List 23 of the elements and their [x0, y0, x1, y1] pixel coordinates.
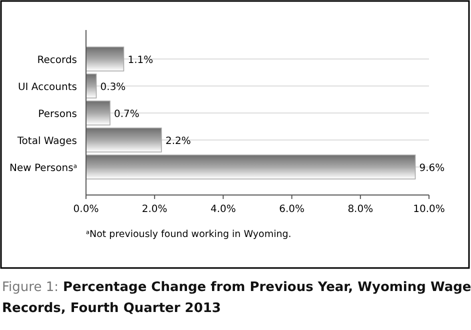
x-tick-label: 6.0% [279, 204, 305, 215]
y-tick-label: New Persons$^{a}$ [10, 162, 78, 174]
text: $^{a}$Not previously found working in Wyoming. [86, 229, 292, 240]
y-tick-label: Persons [38, 109, 77, 120]
y-tick-label: Total Wages [16, 136, 77, 147]
data-label: 1.1% [128, 55, 154, 66]
y-tick-label: UI Accounts [18, 82, 77, 93]
bar [86, 128, 162, 152]
bar [86, 46, 124, 72]
x-tick-label: 0.0% [73, 204, 99, 215]
data-label: 9.6% [419, 163, 445, 174]
x-tick-label: 10.0% [413, 204, 445, 215]
data-label: 0.7% [114, 109, 140, 120]
x-tick-label: 4.0% [210, 204, 236, 215]
x-tick-label: 2.0% [142, 204, 168, 215]
bar [86, 100, 110, 126]
data-label: 0.3% [100, 82, 126, 93]
text: Figure 1: Percentage Change from Previous Year, Wyoming Wage Records, Fourth Quarter 2013 [2, 280, 471, 316]
bar [86, 74, 97, 98]
y-tick-label: Records [37, 55, 77, 66]
x-tick-label: 8.0% [348, 204, 374, 215]
bar [86, 154, 416, 180]
data-label: 2.2% [165, 136, 191, 147]
